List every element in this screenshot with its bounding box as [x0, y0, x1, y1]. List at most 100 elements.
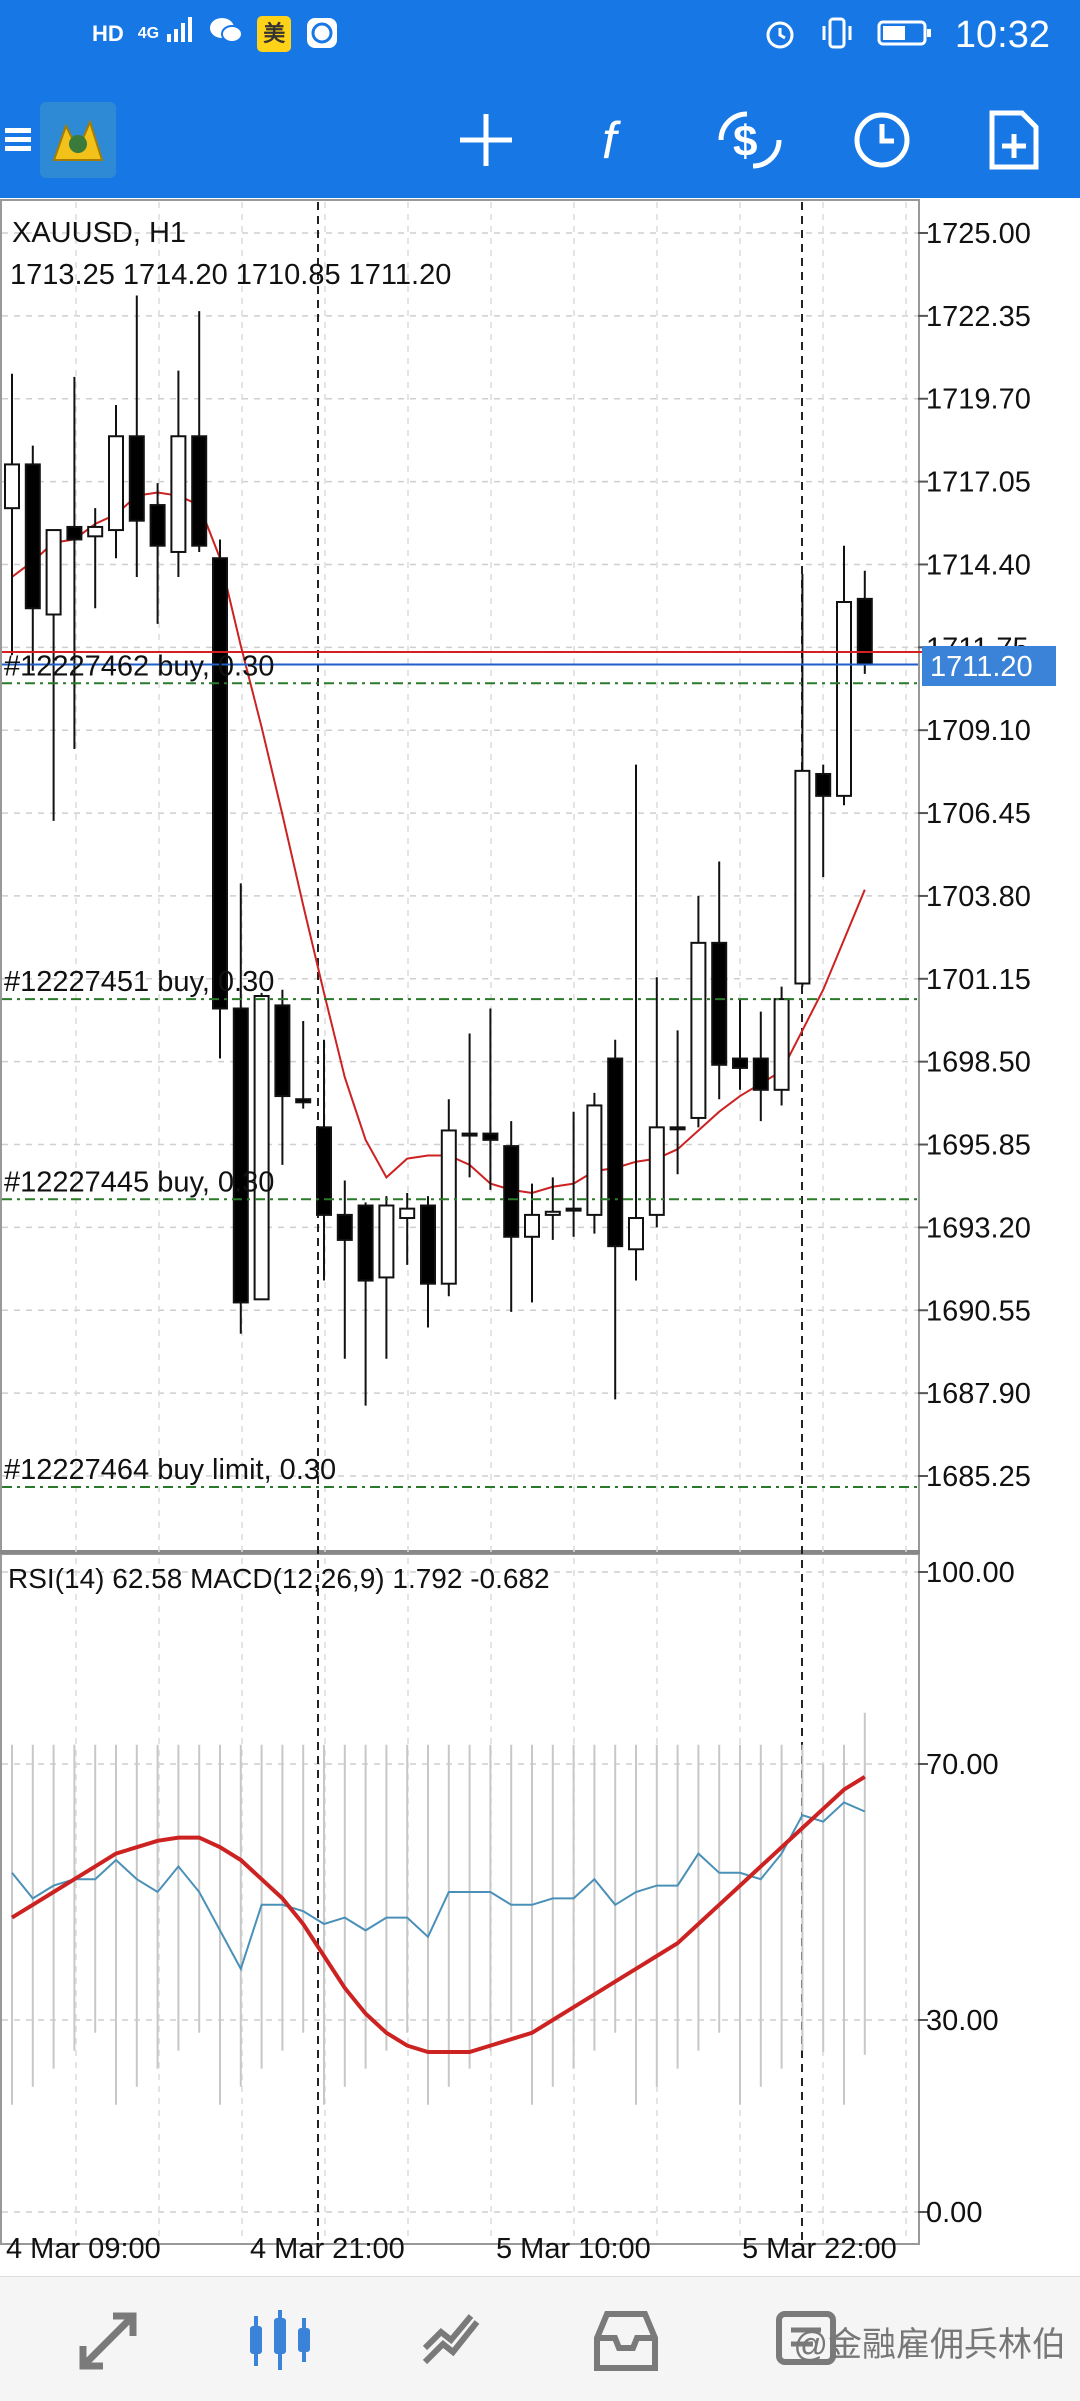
signal-4g-icon: 4G [138, 16, 195, 52]
signal-bars-icon [167, 17, 193, 42]
chart-area[interactable]: #12227462 buy, 0.30 #12227451 buy, 0.30 #1… [0, 198, 1080, 2276]
bear-candle [316, 1126, 332, 1216]
status-left-icons: HD 4G 美 [92, 16, 339, 52]
messages-icon[interactable] [770, 2305, 842, 2377]
symbol-label: XAUUSD, H1 [12, 217, 186, 249]
bear-candle [232, 1007, 249, 1304]
x-tick-label: 5 Mar 10:00 [496, 2233, 651, 2265]
bear-candle [212, 557, 228, 1010]
price-chart[interactable]: #12227462 buy, 0.30 #12227451 buy, 0.30 #1… [0, 198, 1080, 2276]
bull-candle [648, 1126, 665, 1216]
bull-candle [836, 600, 852, 797]
svg-text:f: f [602, 112, 621, 170]
rsi-layer [10, 1775, 866, 2054]
function-icon[interactable]: f [580, 102, 656, 178]
grid-layer [0, 199, 920, 2245]
bull-candle [586, 1104, 603, 1216]
y-tick-label: 1706.45 [926, 798, 1031, 830]
macd-histogram [11, 1712, 866, 2105]
bear-candle [295, 1098, 312, 1104]
bear-candle [149, 504, 166, 547]
bull-candle [461, 1132, 478, 1137]
y-tick-label: 1701.15 [926, 964, 1031, 996]
x-tick-label: 5 Mar 22:00 [742, 2233, 897, 2265]
indicator-y-tick-label: 100.00 [926, 1557, 1015, 1589]
bear-candle [711, 941, 728, 1066]
metatrader-logo[interactable] [40, 102, 116, 178]
y-tick-label: 1693.20 [926, 1212, 1031, 1244]
bull-candle [399, 1207, 416, 1220]
y-tick-label: 1695.85 [926, 1130, 1031, 1162]
watermark: @金融雇佣兵林伯 [793, 2326, 1066, 2364]
symbol-icon[interactable]: $ [712, 102, 788, 178]
y-tick-label: 1722.35 [926, 301, 1031, 333]
y-tick-label: 1719.70 [926, 384, 1031, 416]
chart-icon[interactable] [244, 2305, 316, 2377]
crosshair-icon[interactable] [448, 102, 524, 178]
svg-text:$: $ [733, 117, 757, 166]
meituan-icon: 美 [257, 16, 292, 52]
period-icon[interactable] [844, 102, 920, 178]
bear-candle [191, 435, 208, 547]
bear-candle [128, 435, 145, 522]
signal-label: 4G [137, 25, 160, 42]
bear-candle [732, 1057, 748, 1069]
new-order-icon[interactable] [976, 102, 1052, 178]
bull-candle [773, 998, 790, 1091]
bear-candle [274, 1004, 291, 1098]
status-bar: HD 4G 美 10:32 [0, 0, 1080, 80]
macd-signal-line [10, 1775, 866, 2054]
order-label: #12227445 buy, 0.30 [4, 1166, 274, 1198]
bull-candle [690, 941, 707, 1119]
bull-candle [170, 435, 187, 553]
bear-candle [856, 597, 873, 666]
alarm-icon [763, 16, 797, 55]
app-toolbar: f $ [0, 80, 1080, 198]
bull-candle [378, 1204, 395, 1279]
main-panel-frame [0, 199, 920, 1553]
menu-icon[interactable] [0, 102, 40, 178]
trade-icon[interactable] [416, 2305, 488, 2377]
bear-candle [24, 463, 41, 610]
indicator-y-tick-label: 0.00 [926, 2197, 982, 2229]
bear-candle [503, 1145, 520, 1238]
bull-candle [45, 529, 62, 616]
vibrate-icon [819, 16, 855, 55]
order-lines: #12227462 buy, 0.30 #12227451 buy, 0.30 #1… [2, 650, 1014, 1488]
status-right-icons: 10:32 [763, 14, 1050, 57]
order-label: #12227451 buy, 0.30 [4, 966, 274, 998]
bull-candle [628, 1217, 644, 1251]
bear-candle [420, 1204, 436, 1285]
moving-average-polyline [11, 491, 866, 1195]
order-label: #12227462 buy, 0.30 [4, 650, 274, 682]
price-badge-text: 1711.20 [930, 651, 1033, 683]
bear-candle [66, 525, 83, 541]
y-tick-label: 1703.80 [926, 881, 1031, 913]
candles-layer [4, 295, 873, 1406]
y-tick-label: 1725.00 [926, 218, 1031, 250]
bull-candle [544, 1210, 561, 1216]
order-label: #12227464 buy limit, 0.30 [4, 1454, 336, 1486]
bull-candle [87, 525, 104, 538]
bull-candle [669, 1126, 686, 1131]
y-tick-label: 1709.10 [926, 715, 1031, 747]
clock: 10:32 [954, 14, 1050, 56]
y-tick-label: 1690.55 [926, 1295, 1031, 1327]
bear-candle [815, 772, 832, 797]
history-icon[interactable] [590, 2305, 662, 2377]
bull-candle [440, 1129, 457, 1285]
quotes-icon[interactable] [72, 2305, 144, 2377]
indicator-y-tick-label: 30.00 [926, 2005, 999, 2037]
y-tick-label: 1714.40 [926, 549, 1031, 581]
price-badge: 1711.20 [922, 646, 1056, 686]
indicator-y-tick-label: 70.00 [926, 1749, 999, 1781]
ohlc-label: 1713.25 1714.20 1710.85 1711.20 [10, 259, 451, 291]
battery-icon [877, 18, 933, 53]
bull-candle [253, 994, 270, 1301]
app-icon [305, 16, 339, 52]
rsi-line [11, 1801, 866, 1972]
moving-average-line [11, 491, 866, 1195]
bottom-nav: @金融雇佣兵林伯 [0, 2276, 1080, 2401]
bear-candle [752, 1057, 769, 1091]
y-tick-label: 1687.90 [926, 1378, 1031, 1410]
